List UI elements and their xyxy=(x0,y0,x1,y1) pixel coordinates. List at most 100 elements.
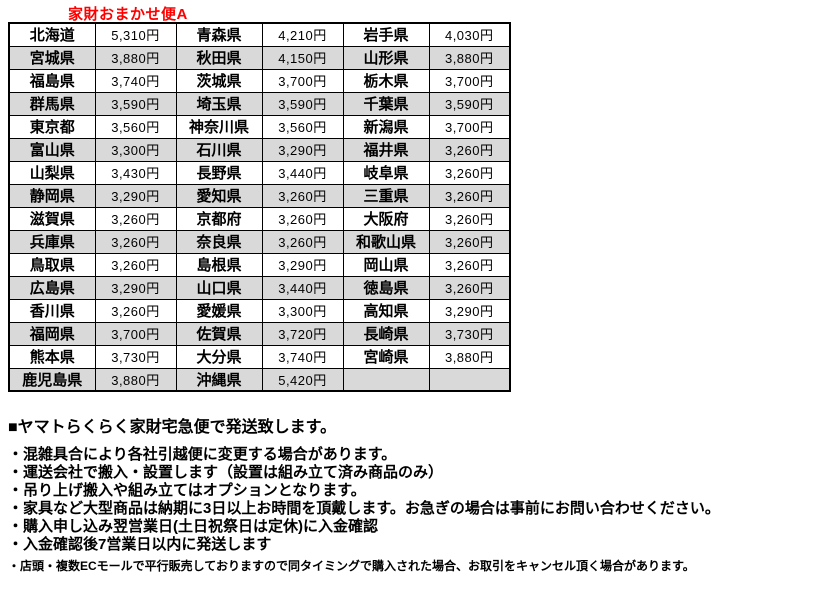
prefecture-cell: 山梨県 xyxy=(8,160,96,185)
shipping-fee-table: 北海道 5,310円 青森県 4,210円 岩手県 4,030円 宮城県 3,880円 秋田県 4… xyxy=(8,22,511,392)
price-cell: 3,700円 xyxy=(261,68,344,93)
note-bullet: ・吊り上げ搬入や組み立てはオプションとなります。 xyxy=(8,482,366,499)
fee-row: 熊本県 3,730円 大分県 3,740円 宮崎県 3,880円 xyxy=(8,344,511,369)
prefecture-cell: 京都府 xyxy=(175,206,263,231)
prefecture-cell: 岡山県 xyxy=(342,252,430,277)
prefecture-cell: 山形県 xyxy=(342,45,430,70)
price-cell: 3,700円 xyxy=(428,114,511,139)
price-cell: 3,880円 xyxy=(94,367,177,392)
fee-row: 福岡県 3,700円 佐賀県 3,720円 長崎県 3,730円 xyxy=(8,321,511,346)
price-cell: 3,260円 xyxy=(428,160,511,185)
prefecture-cell: 福井県 xyxy=(342,137,430,162)
price-cell: 4,030円 xyxy=(428,22,511,47)
price-cell: 3,290円 xyxy=(428,298,511,323)
prefecture-cell: 福岡県 xyxy=(8,321,96,346)
price-cell: 3,260円 xyxy=(94,229,177,254)
price-cell: 3,730円 xyxy=(428,321,511,346)
prefecture-cell: 広島県 xyxy=(8,275,96,300)
price-cell: 3,260円 xyxy=(261,229,344,254)
prefecture-cell: 高知県 xyxy=(342,298,430,323)
price-cell: 3,260円 xyxy=(94,206,177,231)
prefecture-cell: 奈良県 xyxy=(175,229,263,254)
price-cell: 3,290円 xyxy=(94,275,177,300)
prefecture-cell: 秋田県 xyxy=(175,45,263,70)
prefecture-cell: 北海道 xyxy=(8,22,96,47)
price-cell: 4,210円 xyxy=(261,22,344,47)
prefecture-cell: 兵庫県 xyxy=(8,229,96,254)
price-cell: 3,290円 xyxy=(261,137,344,162)
fee-row: 兵庫県 3,260円 奈良県 3,260円 和歌山県 3,260円 xyxy=(8,229,511,254)
shipping-notes: ■ヤマトらくらく家財宅急便で発送致します。 ・混雑具合により各社引越便に変更する… xyxy=(8,419,814,574)
prefecture-cell: 長野県 xyxy=(175,160,263,185)
notes-footnote: ・店頭・複数ECモールで平行販売しておりますので同タイミングで購入された場合、お… xyxy=(8,559,695,573)
note-bullet: ・運送会社で搬入・設置します（設置は組み立て済み商品のみ） xyxy=(8,464,444,481)
fee-row: 東京都 3,560円 神奈川県 3,560円 新潟県 3,700円 xyxy=(8,114,511,139)
price-cell: 3,740円 xyxy=(261,344,344,369)
price-cell: 3,720円 xyxy=(261,321,344,346)
prefecture-cell: 長崎県 xyxy=(342,321,430,346)
prefecture-cell: 和歌山県 xyxy=(342,229,430,254)
price-cell: 3,260円 xyxy=(428,183,511,208)
prefecture-cell: 千葉県 xyxy=(342,91,430,116)
prefecture-cell: 鹿児島県 xyxy=(8,367,96,392)
note-bullet: ・混雑具合により各社引越便に変更する場合があります。 xyxy=(8,446,397,463)
prefecture-cell: 青森県 xyxy=(175,22,263,47)
price-cell: 5,420円 xyxy=(261,367,344,392)
prefecture-cell: 山口県 xyxy=(175,275,263,300)
price-cell: 3,290円 xyxy=(261,252,344,277)
price-cell: 3,430円 xyxy=(94,160,177,185)
prefecture-cell: 佐賀県 xyxy=(175,321,263,346)
prefecture-cell: 新潟県 xyxy=(342,114,430,139)
fee-row: 広島県 3,290円 山口県 3,440円 徳島県 3,260円 xyxy=(8,275,511,300)
fee-row: 鹿児島県 3,880円 沖縄県 5,420円 xyxy=(8,367,511,392)
price-cell: 3,560円 xyxy=(261,114,344,139)
fee-row: 宮城県 3,880円 秋田県 4,150円 山形県 3,880円 xyxy=(8,45,511,70)
price-cell: 3,740円 xyxy=(94,68,177,93)
fee-row: 香川県 3,260円 愛媛県 3,300円 高知県 3,290円 xyxy=(8,298,511,323)
prefecture-cell: 静岡県 xyxy=(8,183,96,208)
price-cell: 3,260円 xyxy=(428,252,511,277)
prefecture-cell: 沖縄県 xyxy=(175,367,263,392)
prefecture-cell: 宮城県 xyxy=(8,45,96,70)
prefecture-cell: 香川県 xyxy=(8,298,96,323)
fee-row: 静岡県 3,290円 愛知県 3,260円 三重県 3,260円 xyxy=(8,183,511,208)
price-cell: 3,560円 xyxy=(94,114,177,139)
price-cell: 3,300円 xyxy=(94,137,177,162)
prefecture-cell: 徳島県 xyxy=(342,275,430,300)
fee-row: 鳥取県 3,260円 島根県 3,290円 岡山県 3,260円 xyxy=(8,252,511,277)
fee-table-title: 家財おまかせ便A xyxy=(68,6,188,23)
fee-table-body: 北海道 5,310円 青森県 4,210円 岩手県 4,030円 宮城県 3,880円 秋田県 4… xyxy=(8,22,511,392)
prefecture-cell: 福島県 xyxy=(8,68,96,93)
price-cell: 3,590円 xyxy=(261,91,344,116)
prefecture-cell: 埼玉県 xyxy=(175,91,263,116)
prefecture-cell: 東京都 xyxy=(8,114,96,139)
price-cell: 3,260円 xyxy=(428,137,511,162)
note-bullet: ・家具など大型商品は納期に3日以上お時間を頂戴します。お急ぎの場合は事前にお問い… xyxy=(8,500,720,517)
price-cell: 3,260円 xyxy=(428,275,511,300)
fee-row: 山梨県 3,430円 長野県 3,440円 岐阜県 3,260円 xyxy=(8,160,511,185)
prefecture-cell: 富山県 xyxy=(8,137,96,162)
prefecture-cell: 愛媛県 xyxy=(175,298,263,323)
notes-heading: ■ヤマトらくらく家財宅急便で発送致します。 xyxy=(8,419,337,436)
price-cell: 3,260円 xyxy=(261,206,344,231)
prefecture-cell: 大阪府 xyxy=(342,206,430,231)
price-cell: 3,880円 xyxy=(94,45,177,70)
price-cell: 3,700円 xyxy=(428,68,511,93)
note-bullet: ・入金確認後7営業日以内に発送します xyxy=(8,536,272,553)
prefecture-cell: 岩手県 xyxy=(342,22,430,47)
fee-row: 富山県 3,300円 石川県 3,290円 福井県 3,260円 xyxy=(8,137,511,162)
price-cell: 3,590円 xyxy=(94,91,177,116)
prefecture-cell: 石川県 xyxy=(175,137,263,162)
price-cell: 3,290円 xyxy=(94,183,177,208)
prefecture-cell: 群馬県 xyxy=(8,91,96,116)
price-cell xyxy=(428,367,511,392)
prefecture-cell xyxy=(342,367,430,392)
price-cell: 3,440円 xyxy=(261,160,344,185)
fee-row: 北海道 5,310円 青森県 4,210円 岩手県 4,030円 xyxy=(8,22,511,47)
prefecture-cell: 三重県 xyxy=(342,183,430,208)
price-cell: 4,150円 xyxy=(261,45,344,70)
price-cell: 3,260円 xyxy=(94,298,177,323)
prefecture-cell: 愛知県 xyxy=(175,183,263,208)
price-cell: 3,260円 xyxy=(428,229,511,254)
